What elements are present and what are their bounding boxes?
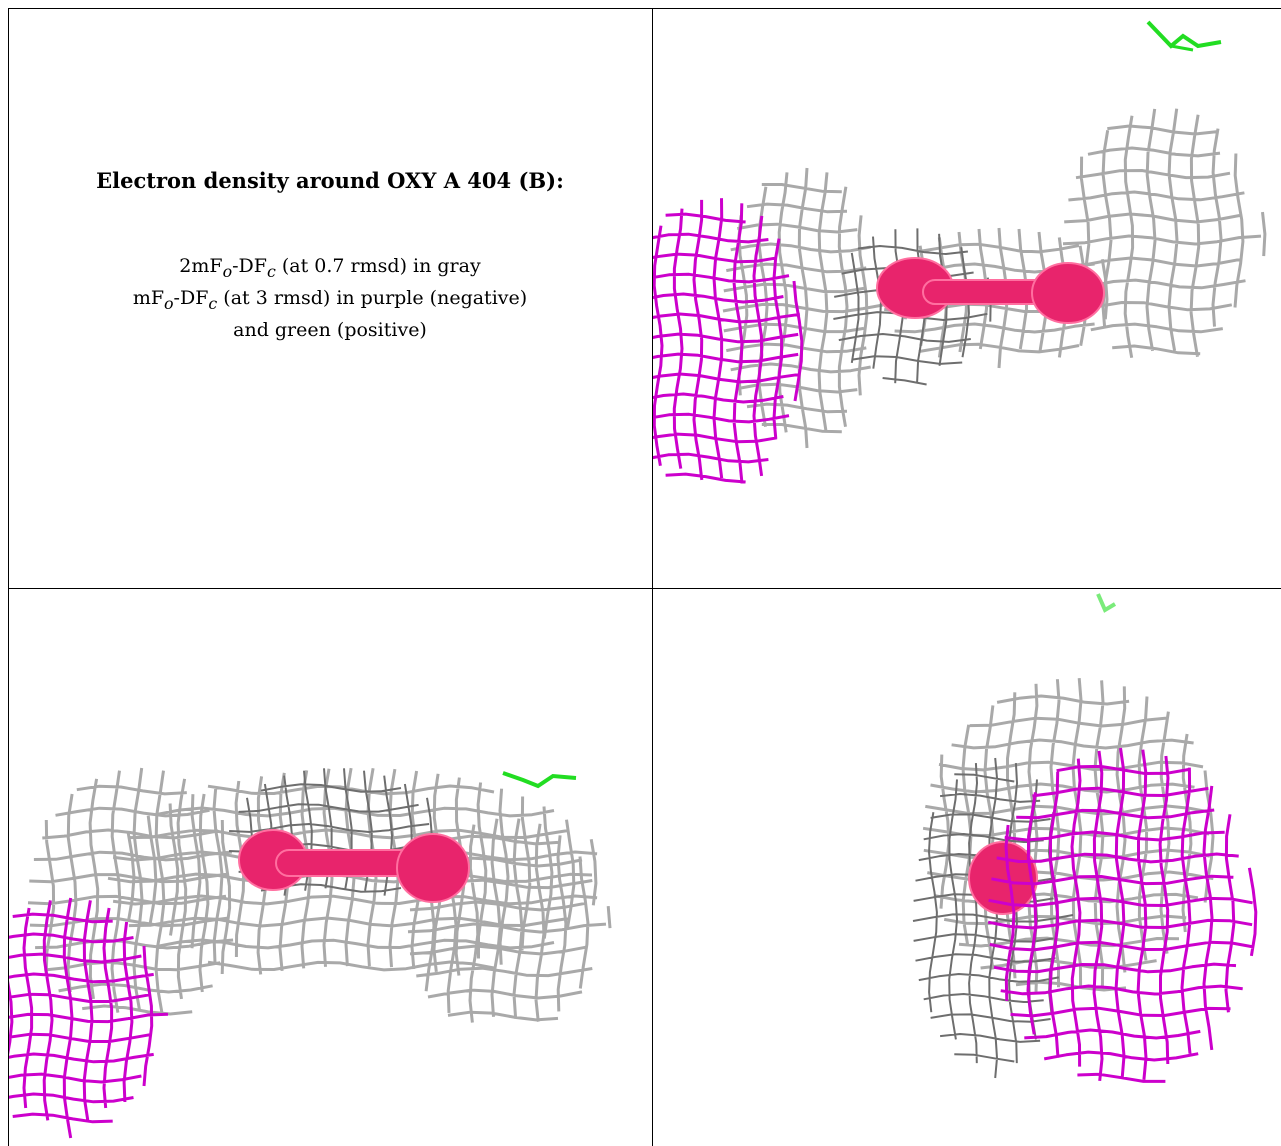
gray-density-mesh: [27, 767, 612, 1023]
density-view-1-svg: [653, 20, 1267, 484]
gray-mesh-lobe: [1062, 108, 1267, 358]
legend-line-2: mFo-DFc (at 3 rmsd) in purple (negative): [132, 286, 528, 313]
ligand-model: [876, 257, 1105, 324]
legend-line-1: 2mFo-DFc (at 0.7 rmsd) in gray: [179, 255, 481, 281]
density-view-2: [8, 588, 652, 1146]
caption: Electron density around OXY A 404 (B): 2…: [8, 168, 652, 344]
ligand-atom-2: [1031, 262, 1105, 324]
purple-density-mesh: [8, 897, 169, 1139]
green-density-mesh: [1096, 593, 1117, 613]
panel-title: Electron density around OXY A 404 (B):: [96, 168, 564, 193]
purple-mesh-lobe: [8, 897, 169, 1139]
density-view-1: [653, 8, 1281, 588]
density-view-3-svg: [912, 593, 1258, 1083]
green-density-mesh: [502, 771, 577, 789]
green-density-mesh: [1146, 20, 1222, 52]
frame-left: [8, 8, 9, 1146]
gray-mesh-lobe: [27, 767, 234, 1016]
purple-density-mesh: [987, 747, 1258, 1083]
legend-line-3: and green (positive): [233, 318, 427, 341]
density-view-2-svg: [8, 767, 612, 1139]
ligand-atom-2: [396, 833, 470, 903]
gray-mesh-lobe: [407, 818, 612, 1023]
purple-density-mesh: [653, 198, 804, 484]
purple-mesh-lobe: [987, 747, 1258, 1083]
gray-mesh-lobe: [722, 167, 884, 449]
frame-divider-horizontal: [8, 588, 1281, 589]
purple-mesh-lobe: [653, 198, 804, 484]
gray-density-mesh: [722, 108, 1267, 449]
caption-panel: Electron density around OXY A 404 (B): 2…: [8, 8, 652, 588]
ligand-model: [238, 829, 470, 903]
frame-divider-vertical: [652, 8, 653, 1146]
density-view-3: [653, 588, 1281, 1146]
figure-grid: Electron density around OXY A 404 (B): 2…: [8, 8, 1281, 1146]
frame-top: [8, 8, 1281, 9]
